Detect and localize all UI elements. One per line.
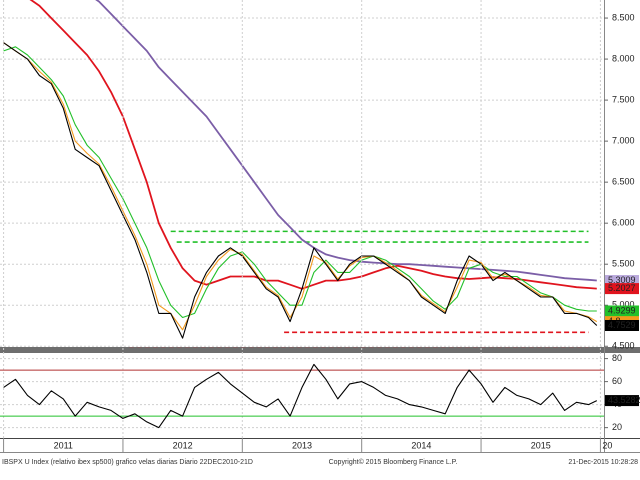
y-tick-label: 5.000 — [612, 300, 635, 310]
panel-separator — [0, 347, 640, 353]
x-tick-label: 2014 — [411, 440, 431, 450]
series-line — [3, 42, 598, 339]
value-label: 5.3009 — [608, 275, 636, 285]
y-tick-label: 6.000 — [612, 218, 635, 228]
series-line — [3, 363, 598, 429]
y-tick-label: 8.500 — [612, 12, 635, 22]
footer-right: 21-Dec-2015 10:28:28 — [568, 459, 638, 466]
value-label: 4.9299 — [608, 305, 636, 315]
value-label: 43.5282 — [608, 395, 640, 405]
y-tick-label: 8.000 — [612, 53, 635, 63]
x-tick-label: 2012 — [173, 440, 193, 450]
y-tick-label: 20 — [612, 422, 622, 432]
y-tick-label: 80 — [612, 353, 622, 363]
x-tick-label: 2011 — [54, 440, 73, 450]
y-tick-label: 5.500 — [612, 259, 635, 269]
footer-left: IBSPX U Index (relativo ibex sp500) graf… — [2, 459, 253, 466]
y-tick-label: 60 — [612, 376, 622, 386]
panel — [0, 358, 604, 429]
x-tick-label: 2013 — [292, 440, 312, 450]
y-tick-label: 7.000 — [612, 136, 635, 146]
y-tick-label: 4.500 — [612, 341, 635, 351]
y-tick-label: 7.500 — [612, 94, 635, 104]
value-label-box — [605, 275, 639, 287]
value-label: 5.2027 — [608, 283, 636, 293]
series-line — [95, 0, 597, 282]
x-tick-label: 20 — [602, 440, 612, 450]
value-label-box — [605, 395, 639, 407]
value-label-box — [605, 305, 639, 317]
value-label-box — [605, 320, 639, 332]
y-tick-label: 6.500 — [612, 177, 635, 187]
value-label-box — [605, 283, 639, 295]
x-tick-label: 2015 — [531, 440, 551, 450]
plot-layer: 4.500 5.000 5.500 6.000 6.500 7.000 7.500 8.000… — [0, 0, 640, 452]
panel — [0, 0, 604, 348]
footer-center: Copyright© 2015 Bloomberg Finance L.P. — [329, 458, 458, 466]
value-label: 4.7529 — [608, 320, 636, 330]
